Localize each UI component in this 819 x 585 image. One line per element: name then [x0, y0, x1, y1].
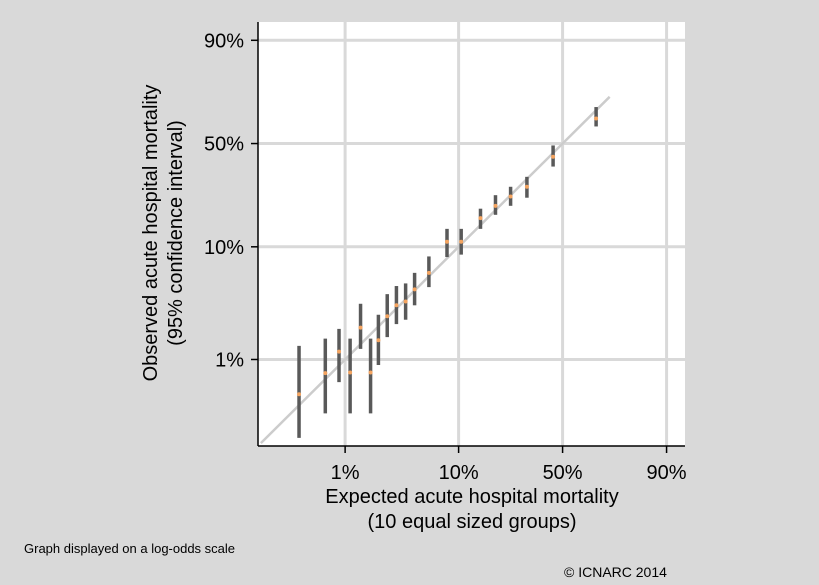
data-point	[376, 338, 381, 343]
data-point	[348, 370, 353, 375]
footnote: Graph displayed on a log-odds scale	[24, 541, 236, 556]
data-point	[551, 154, 556, 159]
x-tick-label: 90%	[647, 462, 687, 484]
data-point	[368, 370, 373, 375]
y-tick-label: 90%	[204, 30, 244, 52]
data-point	[403, 299, 408, 304]
x-axis-title-line2: (10 equal sized groups)	[367, 511, 576, 533]
data-point	[323, 371, 328, 376]
y-tick-label: 50%	[204, 134, 244, 156]
data-point	[426, 270, 431, 275]
grid-lines	[258, 22, 685, 446]
data-point	[337, 349, 342, 354]
y-tick-label: 1%	[215, 349, 244, 371]
data-point	[459, 239, 464, 244]
tick-labels: 1% 10% 50% 90% 1% 10% 50% 90%	[204, 30, 687, 484]
x-tick-label: 10%	[439, 462, 479, 484]
data-point	[385, 314, 390, 319]
y-axis-title-line1: Observed acute hospital mortality	[140, 85, 162, 382]
x-axis-title-line1: Expected acute hospital mortality	[325, 486, 619, 508]
data-point	[524, 184, 529, 189]
data-point	[478, 216, 483, 221]
data-point	[445, 239, 450, 244]
data-point	[412, 287, 417, 292]
axes	[251, 22, 685, 453]
data-point	[394, 303, 399, 308]
data-point	[594, 116, 599, 121]
x-tick-label: 50%	[543, 462, 583, 484]
data-point	[358, 325, 363, 330]
data-points	[297, 116, 599, 397]
copyright: © ICNARC 2014	[564, 564, 667, 580]
data-point	[508, 194, 513, 199]
x-tick-label: 1%	[331, 462, 360, 484]
y-tick-label: 10%	[204, 237, 244, 259]
data-point	[297, 392, 302, 397]
data-point	[493, 203, 498, 208]
y-axis-title-line2: (95% confidence interval)	[165, 120, 187, 346]
